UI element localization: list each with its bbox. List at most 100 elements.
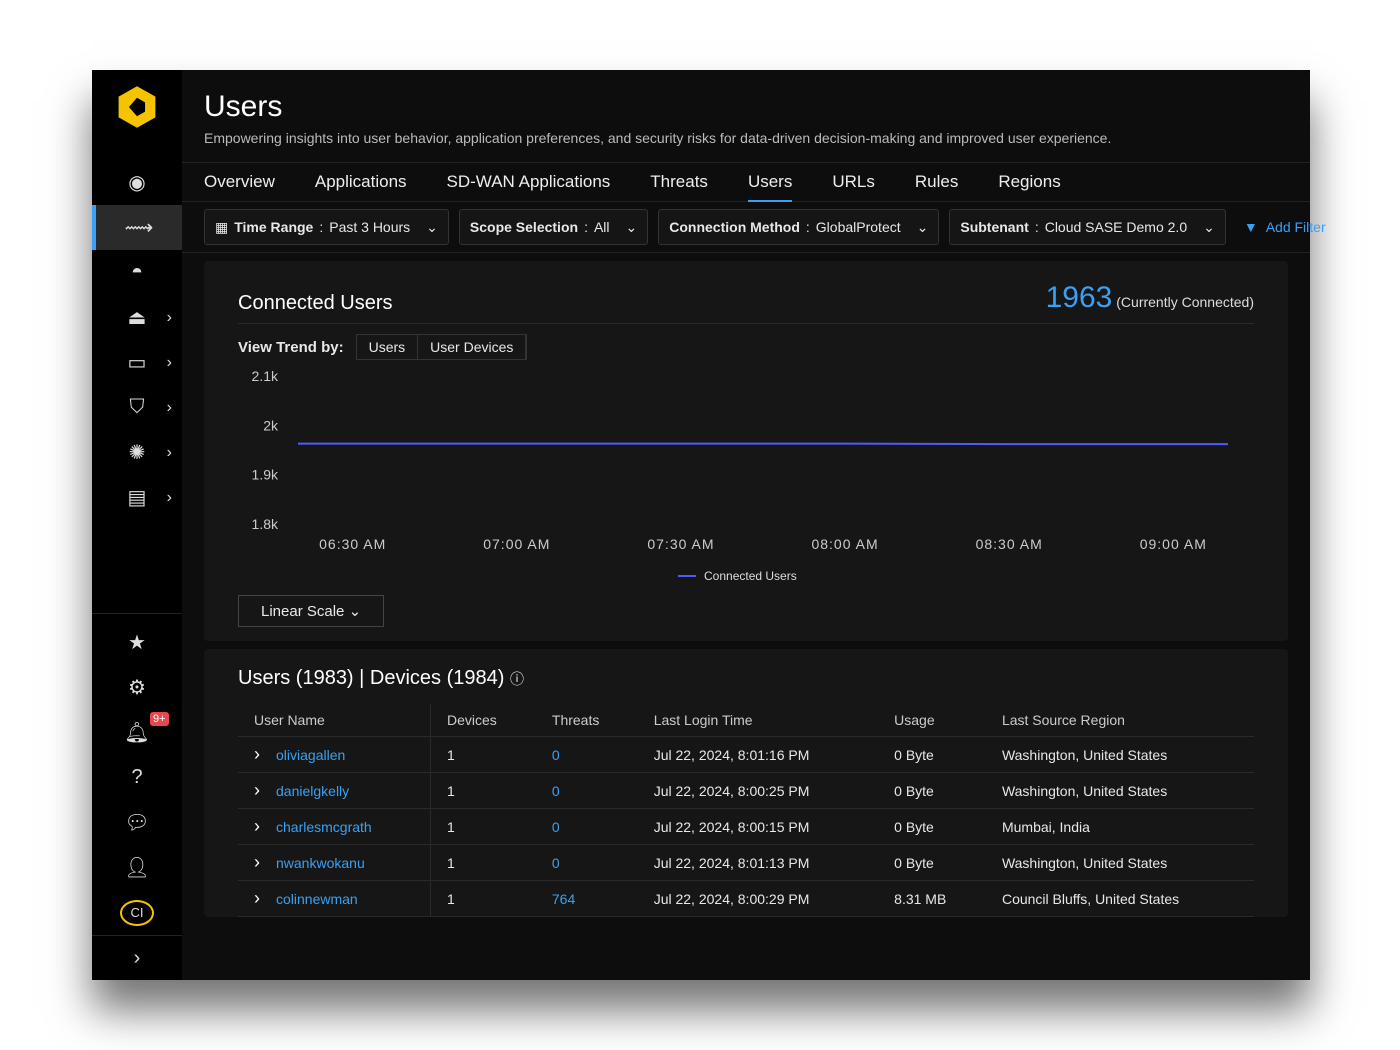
usage-cell: 0 Byte [878,772,986,809]
card-title: Connected Users [238,292,393,314]
threats-link[interactable]: 0 [535,772,638,809]
filter-connection-method[interactable]: Connection Method : GlobalProtect ⌄ [658,209,940,245]
chevron-down-icon: ⌄ [625,218,638,235]
login-time-cell: Jul 22, 2024, 8:01:13 PM [637,844,879,881]
y-tick-label: 1.9k [252,467,279,483]
radar-icon: ◉ [128,172,146,194]
app-window: ◉ ⟿ ◓ ⏏ › ▭ › ⛉ › ✺ › ▤ › ★ ⚙ 🔔︎ 9+ ? 💬︎ 👤︎ CI… [92,70,1326,980]
login-time-cell: Jul 22, 2024, 8:01:16 PM [637,736,879,773]
y-tick-label: 2.1k [252,368,279,384]
settings-button[interactable]: ⚙ [92,665,182,710]
login-time-cell: Jul 22, 2024, 8:00:15 PM [637,808,879,845]
chevron-down-icon: ⌄ [1203,218,1215,235]
column-header[interactable]: User Name [238,704,431,737]
nav-gauge[interactable]: ◓ [92,250,182,295]
nav-workflows[interactable]: ✺ › [92,430,182,475]
user-name-link[interactable]: oliviagallen [238,736,431,773]
chevron-right-icon: › [166,353,172,371]
x-tick-label: 08:30 AM [976,536,1043,552]
user-button[interactable]: 👤︎ [92,845,182,890]
devices-cell: 1 [430,772,536,809]
trend-devices-button[interactable]: User Devices [418,335,527,359]
info-icon[interactable]: ⓘ [509,671,524,687]
monitor-icon: ▭ [127,352,147,374]
filter-time-range[interactable]: ▦ Time Range : Past 3 Hours ⌄ [204,209,449,245]
nav-dashboard[interactable]: ◉ [92,160,182,205]
threats-link[interactable]: 764 [535,880,638,917]
expand-sidebar-button[interactable]: › [92,935,182,980]
legend-label: Connected Users [704,569,797,583]
gear-icon: ⚙ [128,677,146,699]
usage-cell: 0 Byte [878,808,986,845]
user-name-link[interactable]: colinnewman [238,880,431,917]
help-button[interactable]: ? [92,755,182,800]
main-content: Users Empowering insights into user beha… [182,70,1326,980]
nav-monitor[interactable]: ▭ › [92,340,182,385]
users-table-card: Users (1983) | Devices (1984) ⓘ User Nam… [204,649,1288,917]
tab-regions[interactable]: Regions [998,172,1061,191]
logo-icon [118,86,156,128]
region-cell: Washington, United States [985,772,1254,809]
tab-threats[interactable]: Threats [650,172,708,191]
devices-cell: 1 [430,880,536,917]
column-header[interactable]: Devices [430,704,536,737]
nav-reports[interactable]: ▤ › [92,475,182,520]
login-time-cell: Jul 22, 2024, 8:00:25 PM [637,772,879,809]
column-header[interactable]: Last Source Region [985,704,1254,737]
x-tick-label: 08:00 AM [811,536,878,552]
spinner-icon: ✺ [128,442,146,464]
trend-users-button[interactable]: Users [357,335,419,359]
devices-cell: 1 [430,844,536,881]
column-header[interactable]: Usage [878,704,986,737]
chevron-right-icon: › [166,308,172,326]
bell-icon: 🔔︎ [124,722,150,744]
nav-incidents[interactable]: ⏏ › [92,295,182,340]
favorites-button[interactable]: ★ [92,620,182,665]
scale-dropdown[interactable]: Linear Scale ⌄ [238,595,385,627]
notifications-button[interactable]: 🔔︎ 9+ [92,710,182,755]
nav-security[interactable]: ⛉ › [92,385,182,430]
filter-subtenant[interactable]: Subtenant : Cloud SASE Demo 2.0 ⌄ [949,209,1226,245]
chevron-down-icon: ⌄ [348,603,362,620]
column-header[interactable]: Last Login Time [637,704,879,737]
x-tick-label: 09:00 AM [1140,536,1207,552]
star-icon: ★ [128,632,146,654]
column-header[interactable]: Threats [535,704,638,737]
page-title: Users [204,90,283,123]
tab-rules[interactable]: Rules [914,172,959,191]
chevron-right-icon: › [133,946,141,969]
usage-cell: 8.31 MB [878,880,986,917]
region-cell: Washington, United States [985,736,1254,773]
avatar[interactable]: CI [92,890,182,935]
filter-scope-selection[interactable]: Scope Selection : All ⌄ [458,209,649,245]
user-name-link[interactable]: danielgkelly [238,772,431,809]
alarm-icon: ⏏ [127,307,147,329]
threats-link[interactable]: 0 [535,844,638,881]
add-filter-button[interactable]: ▼ Add Filter [1243,219,1326,235]
threats-link[interactable]: 0 [535,808,638,845]
help-icon: ? [131,766,143,788]
tab-sd-wan-applications[interactable]: SD-WAN Applications [446,172,611,191]
shield-icon: ⛉ [129,396,145,418]
chevron-down-icon: ⌄ [426,218,438,235]
user-name-link[interactable]: charlesmcgrath [238,808,431,845]
user-name-link[interactable]: nwankwokanu [238,844,431,881]
chevron-down-icon: ⌄ [916,218,929,235]
page-subtitle: Empowering insights into user behavior, … [204,130,1112,146]
threats-link[interactable]: 0 [535,736,638,773]
tab-overview[interactable]: Overview [204,172,275,191]
x-tick-label: 07:30 AM [647,536,714,552]
filter-bar: ▦ Time Range : Past 3 Hours ⌄ Scope Selecti… [182,202,1326,253]
chat-button[interactable]: 💬︎ [92,800,182,845]
tab-applications[interactable]: Applications [314,172,407,191]
tab-urls[interactable]: URLs [832,172,875,191]
gauge-icon: ◓ [130,261,144,283]
tab-users[interactable]: Users [747,162,793,202]
login-time-cell: Jul 22, 2024, 8:00:29 PM [637,880,879,917]
nav-insights[interactable]: ⟿ [92,205,182,250]
